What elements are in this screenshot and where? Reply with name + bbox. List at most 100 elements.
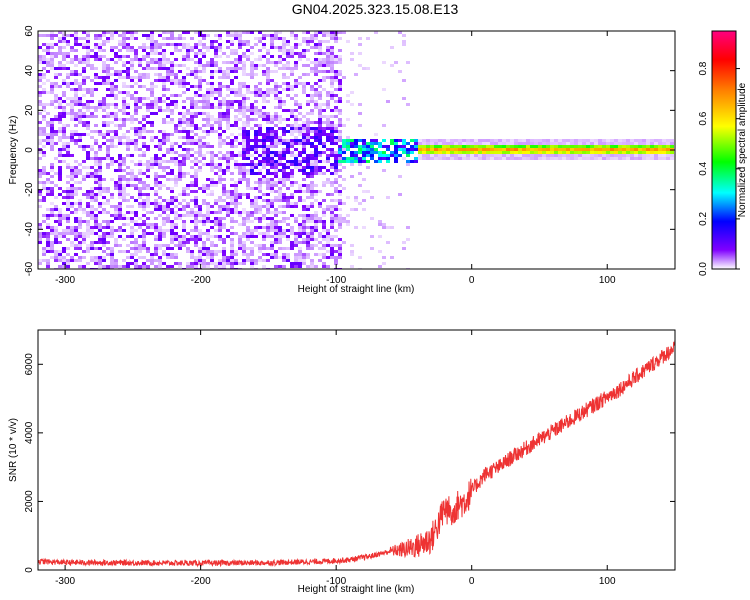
spectrogram-cell xyxy=(98,238,102,241)
spectrogram-cell xyxy=(66,226,70,229)
spectrogram-cell xyxy=(270,190,274,193)
spectrogram-cell xyxy=(38,223,42,226)
spectrogram-cell xyxy=(334,208,338,211)
spectrogram-cell xyxy=(178,43,182,46)
spectrogram-cell xyxy=(162,166,166,169)
spectrogram-cell xyxy=(98,37,102,40)
spectrogram-cell xyxy=(150,163,154,166)
spectrogram-cell xyxy=(370,142,374,145)
spectrogram-ytick-label: -20 xyxy=(24,182,35,197)
spectrogram-cell xyxy=(494,151,498,154)
spectrogram-cell xyxy=(226,61,230,64)
spectrogram-cell xyxy=(498,142,502,145)
spectrogram-cell xyxy=(174,235,178,238)
spectrogram-cell xyxy=(322,235,326,238)
spectrogram-cell xyxy=(294,34,298,37)
spectrogram-cell xyxy=(210,163,214,166)
spectrogram-cell xyxy=(78,247,82,250)
spectrogram-cell xyxy=(322,238,326,241)
spectrogram-cell xyxy=(50,241,54,244)
spectrogram-cell xyxy=(318,142,322,145)
spectrogram-cell xyxy=(58,193,62,196)
spectrogram-cell xyxy=(306,190,310,193)
spectrogram-cell xyxy=(222,142,226,145)
spectrogram-cell xyxy=(586,142,590,145)
spectrogram-cell xyxy=(494,142,498,145)
spectrogram-cell xyxy=(238,172,242,175)
spectrogram-cell xyxy=(642,154,646,157)
spectrogram-cell xyxy=(146,217,150,220)
spectrogram-cell xyxy=(130,169,134,172)
spectrogram-cell xyxy=(562,145,566,148)
spectrogram-cell xyxy=(66,259,70,262)
spectrogram-cell xyxy=(114,31,118,34)
spectrogram-cell xyxy=(278,37,282,40)
spectrogram-cell xyxy=(238,106,242,109)
spectrogram-cell xyxy=(54,232,58,235)
spectrogram-cell xyxy=(274,34,278,37)
spectrogram-ytick-label: 60 xyxy=(24,25,35,37)
spectrogram-cell xyxy=(570,157,574,160)
spectrogram-cell xyxy=(134,37,138,40)
spectrogram-cell xyxy=(174,217,178,220)
spectrogram-cell xyxy=(382,151,386,154)
spectrogram-cell xyxy=(294,262,298,265)
spectrogram-cell xyxy=(82,106,86,109)
spectrogram-cell xyxy=(94,67,98,70)
spectrogram-cell xyxy=(90,175,94,178)
spectrogram-cell xyxy=(250,67,254,70)
spectrogram-cell xyxy=(258,64,262,67)
spectrogram-cell xyxy=(178,244,182,247)
spectrogram-cell xyxy=(130,139,134,142)
spectrogram-cell xyxy=(74,115,78,118)
spectrogram-cell xyxy=(130,79,134,82)
spectrogram-cell xyxy=(206,97,210,100)
spectrogram-cell xyxy=(170,232,174,235)
spectrogram-cell xyxy=(402,241,406,244)
spectrogram-cell xyxy=(158,208,162,211)
spectrogram-cell xyxy=(70,82,74,85)
spectrogram-cell xyxy=(146,175,150,178)
spectrogram-cell xyxy=(70,58,74,61)
spectrogram-cell xyxy=(90,229,94,232)
spectrogram-cell xyxy=(222,70,226,73)
spectrogram-cell xyxy=(210,103,214,106)
spectrogram-cell xyxy=(146,169,150,172)
spectrogram-cell xyxy=(174,214,178,217)
spectrogram-cell xyxy=(506,139,510,142)
spectrogram-cell xyxy=(314,139,318,142)
spectrogram-cell xyxy=(158,43,162,46)
spectrogram-cell xyxy=(150,259,154,262)
spectrogram-cell xyxy=(210,58,214,61)
spectrogram-cell xyxy=(102,208,106,211)
spectrogram-cell xyxy=(258,94,262,97)
spectrogram-cell xyxy=(618,157,622,160)
spectrogram-cell xyxy=(298,256,302,259)
spectrogram-cell xyxy=(334,79,338,82)
spectrogram-cell xyxy=(446,142,450,145)
spectrogram-cell xyxy=(282,235,286,238)
spectrogram-cell xyxy=(150,226,154,229)
spectrogram-cell xyxy=(354,208,358,211)
spectrogram-cell xyxy=(334,262,338,265)
spectrogram-cell xyxy=(82,79,86,82)
spectrogram-cell xyxy=(94,232,98,235)
spectrogram-cell xyxy=(302,184,306,187)
spectrogram-cell xyxy=(330,154,334,157)
spectrogram-cell xyxy=(238,46,242,49)
spectrogram-cell xyxy=(118,160,122,163)
spectrogram-cell xyxy=(278,220,282,223)
spectrogram-cell xyxy=(54,100,58,103)
spectrogram-cell xyxy=(210,166,214,169)
spectrogram-cell xyxy=(54,82,58,85)
spectrogram-cell xyxy=(62,145,66,148)
spectrogram-cell xyxy=(234,253,238,256)
spectrogram-cell xyxy=(258,124,262,127)
spectrogram-cell xyxy=(174,238,178,241)
spectrogram-cell xyxy=(186,67,190,70)
spectrogram-cell xyxy=(134,133,138,136)
spectrogram-cell xyxy=(318,220,322,223)
spectrogram-cell xyxy=(230,220,234,223)
spectrogram-cell xyxy=(214,235,218,238)
spectrogram-cell xyxy=(338,130,342,133)
